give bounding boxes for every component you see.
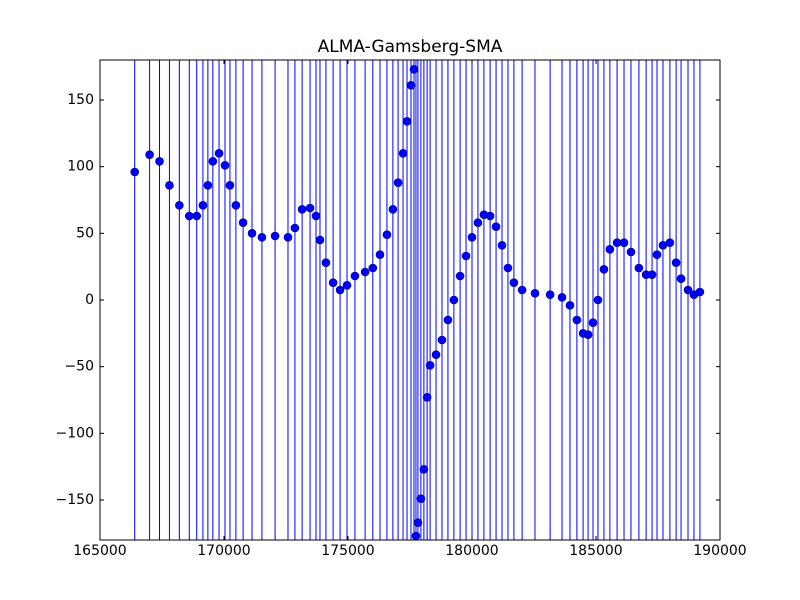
point	[599, 265, 609, 274]
point	[247, 229, 257, 238]
point	[695, 287, 705, 297]
point	[360, 267, 370, 277]
point	[290, 223, 300, 233]
point	[342, 281, 352, 290]
point	[572, 315, 582, 325]
point	[208, 157, 218, 166]
point	[175, 201, 184, 210]
point	[393, 178, 403, 187]
point	[557, 293, 567, 302]
point	[413, 518, 423, 527]
point	[605, 245, 615, 254]
point	[422, 393, 432, 402]
point	[588, 318, 598, 327]
point	[283, 233, 293, 242]
point	[467, 233, 477, 242]
point	[350, 271, 360, 281]
point	[425, 361, 435, 370]
point	[388, 205, 398, 214]
point	[192, 211, 202, 221]
point	[145, 150, 154, 159]
point	[530, 289, 540, 298]
point	[593, 295, 603, 305]
point	[676, 274, 686, 283]
point	[503, 263, 513, 273]
point	[431, 350, 441, 359]
point	[671, 258, 681, 267]
point	[545, 290, 555, 299]
point	[305, 203, 315, 213]
point	[565, 301, 575, 310]
point	[328, 278, 338, 287]
point	[419, 465, 429, 474]
point	[321, 258, 331, 267]
point	[473, 218, 483, 227]
point	[368, 263, 378, 273]
point	[517, 285, 527, 295]
point	[634, 263, 644, 273]
point	[665, 238, 675, 247]
point	[220, 161, 230, 170]
point	[257, 233, 267, 242]
point	[238, 218, 248, 227]
point	[406, 81, 416, 90]
point	[509, 278, 519, 287]
point	[297, 205, 307, 214]
y-tick-label: 150	[67, 92, 94, 108]
point	[225, 181, 235, 190]
y-tick-label: 50	[76, 225, 94, 241]
x-tick-label: 185000	[569, 543, 622, 559]
point	[485, 211, 495, 221]
point	[455, 271, 465, 281]
point	[409, 65, 419, 74]
point	[398, 149, 408, 158]
point	[416, 494, 426, 503]
point	[130, 167, 140, 177]
y-tick-label: −50	[64, 359, 94, 375]
point	[437, 335, 447, 345]
point	[402, 117, 412, 126]
point	[155, 157, 164, 166]
point	[491, 222, 501, 231]
point	[375, 250, 385, 259]
point	[647, 270, 657, 279]
point	[315, 235, 325, 245]
y-tick-label: 0	[85, 292, 94, 308]
point	[203, 181, 213, 190]
point	[165, 181, 174, 190]
point	[270, 231, 280, 241]
x-tick-label: 165000	[73, 543, 126, 559]
x-tick-label: 190000	[693, 543, 746, 559]
plot-frame	[99, 59, 721, 541]
point	[461, 251, 471, 261]
point	[626, 247, 636, 257]
point	[619, 238, 629, 247]
y-tick-label: 100	[67, 159, 94, 175]
point	[652, 250, 662, 259]
point	[382, 230, 392, 239]
point	[184, 211, 194, 221]
point	[443, 315, 453, 325]
y-tick-label: −100	[56, 425, 94, 441]
point	[411, 531, 421, 541]
point	[214, 149, 224, 158]
x-tick-label: 170000	[197, 543, 250, 559]
point	[683, 285, 693, 295]
x-tick-label: 175000	[321, 543, 374, 559]
point	[335, 285, 345, 295]
point	[231, 201, 241, 210]
point	[198, 201, 208, 210]
x-tick-label: 180000	[445, 543, 498, 559]
point	[583, 330, 593, 339]
point	[497, 241, 507, 250]
point	[311, 211, 321, 221]
point	[449, 295, 459, 305]
chart-title: ALMA-Gamsberg-SMA	[318, 37, 503, 57]
y-tick-label: −150	[56, 492, 94, 508]
